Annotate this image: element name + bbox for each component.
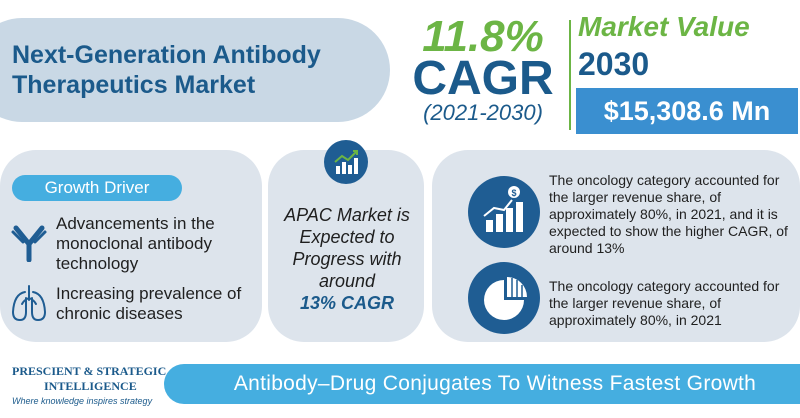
footer-banner-text: Antibody–Drug Conjugates To Witness Fast… — [233, 372, 757, 395]
title-line-1: Next-Generation Antibody — [12, 41, 321, 69]
lungs-icon — [10, 284, 48, 324]
vertical-divider — [569, 20, 571, 130]
logo-tagline: Where knowledge inspires strategy — [12, 396, 153, 406]
logo-line-1: PRESCIENT & STRATEGIC — [12, 364, 167, 378]
antibody-icon — [10, 222, 48, 263]
svg-text:$: $ — [511, 188, 516, 198]
title-background — [0, 18, 390, 122]
apac-cagr: 13% CAGR — [299, 293, 395, 313]
revenue-growth-icon: $ — [468, 176, 540, 248]
apac-text: APAC Market is Expected to Progress with… — [284, 205, 410, 291]
footer-banner — [164, 364, 800, 404]
growth-driver-badge: Growth Driver — [12, 175, 182, 201]
market-value-year: 2030 — [578, 46, 650, 82]
cagr-period: (2021-2030) — [423, 100, 543, 125]
logo-line-2: INTELLIGENCE — [44, 379, 137, 393]
market-value-heading: Market Value — [578, 11, 750, 42]
title-line-2: Therapeutics Market — [12, 71, 256, 99]
page-title: Next-Generation Antibody Therapeutics Ma… — [12, 40, 402, 100]
market-value-amount: $15,308.6 Mn — [576, 88, 798, 134]
pie-share-icon — [468, 262, 540, 334]
segment-note-2: The oncology category accounted for the … — [549, 278, 780, 328]
growth-chart-icon — [324, 140, 368, 184]
apac-statement: APAC Market is Expected to Progress with… — [272, 204, 422, 314]
driver-item-1: Advancements in the monoclonal antibody … — [56, 214, 215, 273]
segment-note-1: The oncology category accounted for the … — [549, 172, 788, 256]
cagr-percent: 11.8% — [422, 12, 544, 61]
driver-item-2: Increasing prevalence of chronic disease… — [56, 284, 242, 323]
cagr-label: CAGR — [412, 52, 554, 105]
